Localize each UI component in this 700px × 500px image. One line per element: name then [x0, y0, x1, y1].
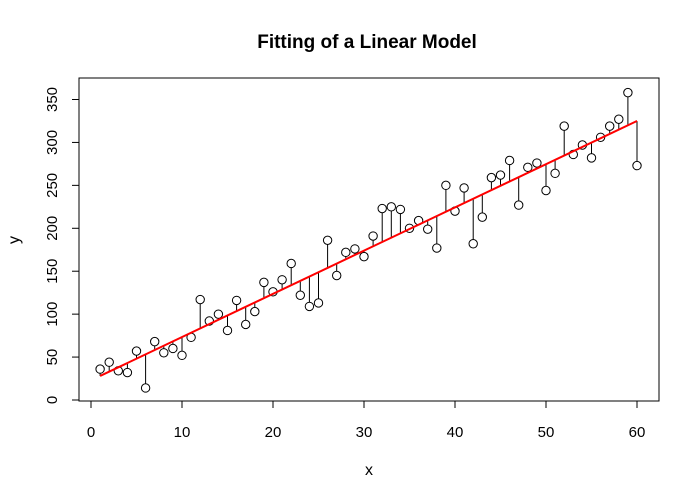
data-point [377, 203, 387, 214]
y-tick-label: 150 [44, 259, 61, 284]
data-point [159, 348, 169, 358]
data-point [468, 239, 478, 249]
x-tick-label: 10 [174, 424, 191, 441]
data-point [150, 336, 160, 347]
data-point [104, 357, 114, 367]
data-point [350, 244, 360, 254]
y-axis-label: y [6, 236, 23, 244]
data-point [286, 258, 296, 269]
data-point [404, 223, 415, 233]
data-point [259, 277, 269, 288]
x-tick-label: 0 [87, 424, 95, 441]
y-tick-label: 100 [44, 302, 61, 327]
data-point [168, 343, 178, 354]
x-axis: 0 10 20 30 40 50 60 [87, 400, 646, 441]
data-point [131, 346, 142, 356]
data-point [586, 153, 597, 163]
y-tick-label: 300 [44, 130, 61, 155]
data-point [295, 290, 305, 300]
data-point [341, 247, 351, 258]
y-tick-label: 200 [44, 216, 61, 241]
fit-line [99, 120, 638, 377]
data-point [423, 224, 433, 234]
data-point [532, 158, 542, 168]
data-point [441, 180, 451, 191]
data-point [605, 121, 615, 131]
data-point [250, 306, 260, 317]
data-point [504, 155, 515, 166]
data-point [614, 114, 624, 124]
y-tick-label: 50 [44, 349, 61, 366]
data-point [368, 231, 378, 241]
residual-segments [99, 96, 638, 384]
data-point [140, 383, 151, 393]
data-point [432, 243, 442, 253]
y-tick-label: 350 [44, 87, 61, 112]
data-point [386, 202, 396, 212]
data-point [514, 200, 524, 210]
y-tick-label: 250 [44, 173, 61, 198]
data-point [541, 185, 551, 196]
data-point [332, 270, 342, 281]
data-point [277, 275, 287, 285]
data-point [322, 235, 333, 246]
x-tick-label: 40 [447, 424, 464, 441]
data-point [122, 367, 133, 378]
data-point [477, 212, 487, 222]
data-point [213, 309, 224, 319]
data-points [95, 87, 642, 393]
fit-line-group [99, 120, 638, 377]
data-point [550, 168, 560, 179]
plot-frame [78, 77, 660, 402]
y-axis: 0 50 100 150 200 250 300 350 [44, 87, 80, 404]
y-tick-label: 0 [44, 396, 61, 404]
x-tick-label: 20 [265, 424, 282, 441]
data-point [459, 183, 469, 193]
data-point [177, 350, 187, 361]
data-point [395, 204, 406, 215]
data-point [523, 162, 533, 173]
data-point [495, 170, 506, 180]
data-point [486, 172, 497, 183]
data-point [95, 364, 105, 374]
x-tick-label: 60 [629, 424, 646, 441]
data-point [304, 301, 315, 312]
chart-title: Fitting of a Linear Model [257, 32, 477, 53]
data-point [231, 295, 242, 306]
x-tick-label: 50 [538, 424, 555, 441]
data-point [195, 294, 205, 305]
data-point [623, 87, 633, 98]
data-point [241, 319, 251, 330]
x-axis-label: x [365, 462, 373, 479]
data-point [559, 121, 569, 131]
data-point [632, 160, 642, 171]
data-point [313, 298, 324, 308]
x-tick-label: 30 [356, 424, 373, 441]
data-point [359, 251, 369, 262]
data-point [222, 325, 233, 336]
